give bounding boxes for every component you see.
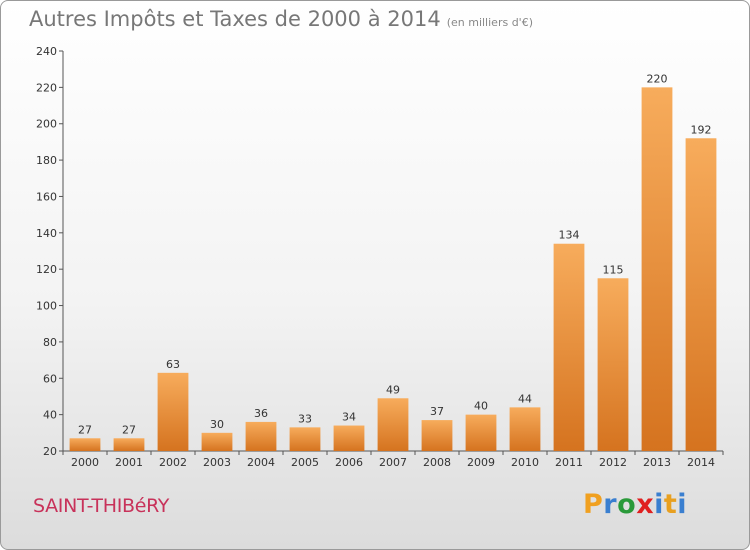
x-tick-label: 2012: [599, 456, 627, 469]
data-label: 40: [474, 400, 488, 413]
y-tick-label: 120: [36, 263, 57, 276]
x-axis: 2000 2001 2002 2003 2004 2005 2006 2007 2008 2009…: [62, 450, 724, 469]
y-tick-label: 100: [36, 300, 57, 313]
y-tick-label: 80: [43, 336, 57, 349]
logo-letter: i: [654, 489, 664, 520]
bar: [421, 420, 453, 451]
y-tick-label: 160: [36, 190, 57, 203]
logo-letter: i: [677, 489, 688, 520]
logo-letter: P: [583, 489, 604, 520]
x-tick-label: 2005: [291, 456, 319, 469]
x-tick-label: 2000: [71, 456, 99, 469]
bar: [69, 438, 101, 451]
logo-letter: x: [636, 489, 655, 520]
bar: [509, 407, 541, 451]
bar: [289, 427, 321, 451]
x-tick-label: 2001: [115, 456, 143, 469]
data-label: 49: [386, 383, 400, 396]
y-axis: 20 40 60 80 100 120 140 160 180 200 220 240: [36, 45, 64, 458]
x-tick-label: 2011: [555, 456, 583, 469]
bar: [333, 425, 365, 451]
chart-title: Autres Impôts et Taxes de 2000 à 2014: [29, 7, 441, 31]
y-tick-label: 20: [43, 445, 57, 458]
y-tick-label: 240: [36, 45, 57, 58]
logo-letter: o: [617, 489, 637, 520]
y-tick-label: 60: [43, 372, 57, 385]
logo-letter: t: [663, 489, 678, 520]
bar: [201, 432, 233, 451]
bar: [641, 87, 673, 451]
y-tick-label: 140: [36, 227, 57, 240]
x-tick-label: 2014: [687, 456, 715, 469]
data-label: 192: [691, 123, 712, 136]
x-tick-label: 2002: [159, 456, 187, 469]
logo-letter: r: [603, 489, 618, 520]
bar: [113, 438, 145, 451]
bar: [377, 398, 409, 451]
data-label: 63: [166, 358, 180, 371]
data-label: 134: [559, 229, 580, 242]
x-tick-label: 2010: [511, 456, 539, 469]
data-label: 36: [254, 407, 268, 420]
data-label: 37: [430, 405, 444, 418]
data-label: 30: [210, 418, 224, 431]
x-tick-label: 2008: [423, 456, 451, 469]
data-label: 220: [647, 72, 668, 85]
data-label: 27: [78, 423, 92, 436]
y-tick-label: 220: [36, 81, 57, 94]
bar: [553, 243, 585, 451]
x-tick-label: 2013: [643, 456, 671, 469]
x-tick-label: 2009: [467, 456, 495, 469]
bar: [245, 421, 277, 451]
data-label: 115: [603, 263, 624, 276]
chart-title-block: Autres Impôts et Taxes de 2000 à 2014 (en…: [29, 7, 533, 31]
y-tick-label: 40: [43, 409, 57, 422]
x-tick-label: 2006: [335, 456, 363, 469]
bars: 27 27 63 30 36 33 34 49 37 40 44 134 115 220 192: [69, 72, 717, 452]
bar: [157, 372, 189, 451]
y-tick-label: 200: [36, 118, 57, 131]
bar: [465, 414, 497, 451]
data-label: 34: [342, 411, 356, 424]
x-tick-label: 2003: [203, 456, 231, 469]
data-label: 27: [122, 423, 136, 436]
data-label: 33: [298, 412, 312, 425]
x-tick-label: 2004: [247, 456, 275, 469]
bar: [685, 138, 717, 452]
chart-subtitle: (en milliers d'€): [446, 16, 533, 29]
x-tick-label: 2007: [379, 456, 407, 469]
data-label: 44: [518, 392, 532, 405]
bar: [597, 278, 629, 451]
proxiti-logo: Proxiti: [583, 489, 687, 520]
commune-name: SAINT-THIBéRY: [33, 495, 170, 517]
y-tick-label: 180: [36, 154, 57, 167]
